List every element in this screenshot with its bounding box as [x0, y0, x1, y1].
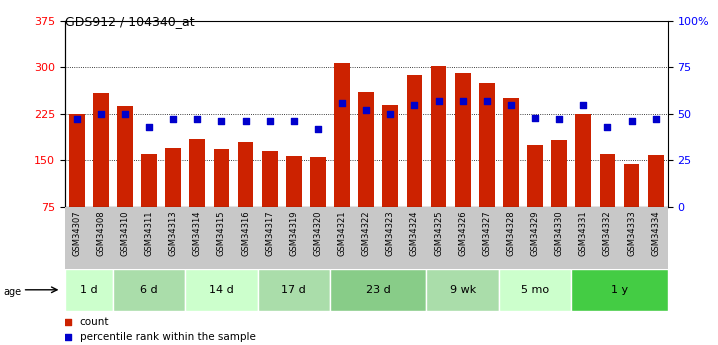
Text: GSM34316: GSM34316 — [241, 210, 250, 256]
Bar — [431, 66, 447, 207]
Text: GSM34330: GSM34330 — [555, 210, 564, 256]
Bar — [527, 145, 543, 207]
Text: GDS912 / 104340_at: GDS912 / 104340_at — [65, 16, 195, 29]
Bar — [330, 269, 426, 310]
Text: GSM34333: GSM34333 — [627, 210, 636, 256]
Point — [650, 117, 661, 122]
Bar — [117, 106, 133, 207]
Text: GSM34326: GSM34326 — [458, 210, 467, 256]
Point — [95, 111, 106, 117]
Text: GSM34328: GSM34328 — [506, 210, 516, 256]
Text: GSM34310: GSM34310 — [121, 210, 129, 256]
Text: 23 d: 23 d — [366, 285, 391, 295]
Text: GSM34313: GSM34313 — [169, 210, 177, 256]
Bar — [213, 149, 229, 207]
Text: GSM34334: GSM34334 — [651, 210, 660, 256]
Bar — [454, 73, 470, 207]
Point — [602, 124, 613, 130]
Bar — [65, 269, 113, 310]
Text: GSM34329: GSM34329 — [531, 210, 539, 256]
Bar — [406, 75, 422, 207]
Text: 1 y: 1 y — [611, 285, 628, 295]
Point — [264, 119, 276, 124]
Bar — [499, 269, 572, 310]
Point — [360, 107, 372, 113]
Text: GSM34322: GSM34322 — [362, 210, 370, 256]
Bar — [310, 157, 326, 207]
Text: GSM34332: GSM34332 — [603, 210, 612, 256]
Text: GSM34324: GSM34324 — [410, 210, 419, 256]
Point — [215, 119, 227, 124]
Point — [144, 124, 155, 130]
Bar — [479, 83, 495, 207]
Text: 1 d: 1 d — [80, 285, 98, 295]
Text: GSM34315: GSM34315 — [217, 210, 226, 256]
Point — [529, 115, 541, 120]
Point — [577, 102, 589, 107]
Bar — [503, 98, 519, 207]
Text: count: count — [80, 317, 109, 327]
Point — [62, 335, 73, 340]
Text: GSM34321: GSM34321 — [337, 210, 347, 256]
Point — [119, 111, 131, 117]
Point — [433, 98, 444, 104]
Bar — [113, 269, 185, 310]
Bar — [93, 93, 108, 207]
Bar — [238, 142, 253, 207]
Text: 9 wk: 9 wk — [449, 285, 476, 295]
Text: GSM34323: GSM34323 — [386, 210, 395, 256]
Point — [481, 98, 493, 104]
Text: 17 d: 17 d — [281, 285, 306, 295]
Text: GSM34314: GSM34314 — [193, 210, 202, 256]
Text: GSM34317: GSM34317 — [265, 210, 274, 256]
Bar — [600, 154, 615, 207]
Text: percentile rank within the sample: percentile rank within the sample — [80, 332, 256, 342]
Bar — [286, 156, 302, 207]
Text: GSM34320: GSM34320 — [314, 210, 322, 256]
Bar — [334, 63, 350, 207]
Bar — [383, 105, 398, 207]
Bar — [572, 269, 668, 310]
Point — [554, 117, 565, 122]
Point — [409, 102, 420, 107]
Point — [385, 111, 396, 117]
Point — [62, 319, 73, 324]
Text: GSM34319: GSM34319 — [289, 210, 298, 256]
Bar — [165, 148, 181, 207]
Bar — [648, 156, 663, 207]
Bar — [551, 140, 567, 207]
Text: GSM34331: GSM34331 — [579, 210, 588, 256]
Text: age: age — [4, 287, 22, 296]
Point — [192, 117, 203, 122]
Point — [240, 119, 251, 124]
Point — [626, 119, 638, 124]
Point — [312, 126, 324, 131]
Text: GSM34325: GSM34325 — [434, 210, 443, 256]
Bar — [258, 269, 330, 310]
Point — [288, 119, 299, 124]
Bar — [426, 269, 499, 310]
Bar — [185, 269, 258, 310]
Point — [457, 98, 468, 104]
Text: 6 d: 6 d — [140, 285, 158, 295]
Text: GSM34307: GSM34307 — [73, 210, 81, 256]
Text: 5 mo: 5 mo — [521, 285, 549, 295]
Point — [336, 100, 348, 106]
Bar — [575, 114, 591, 207]
Point — [167, 117, 179, 122]
Text: 14 d: 14 d — [209, 285, 234, 295]
Point — [71, 117, 83, 122]
Text: GSM34308: GSM34308 — [96, 210, 106, 256]
Bar — [624, 164, 640, 207]
Bar — [262, 151, 278, 207]
Bar — [141, 154, 157, 207]
Bar — [69, 114, 85, 207]
Text: GSM34327: GSM34327 — [482, 210, 491, 256]
Text: GSM34311: GSM34311 — [144, 210, 154, 256]
Point — [505, 102, 517, 107]
Bar — [358, 92, 374, 207]
Bar — [190, 139, 205, 207]
